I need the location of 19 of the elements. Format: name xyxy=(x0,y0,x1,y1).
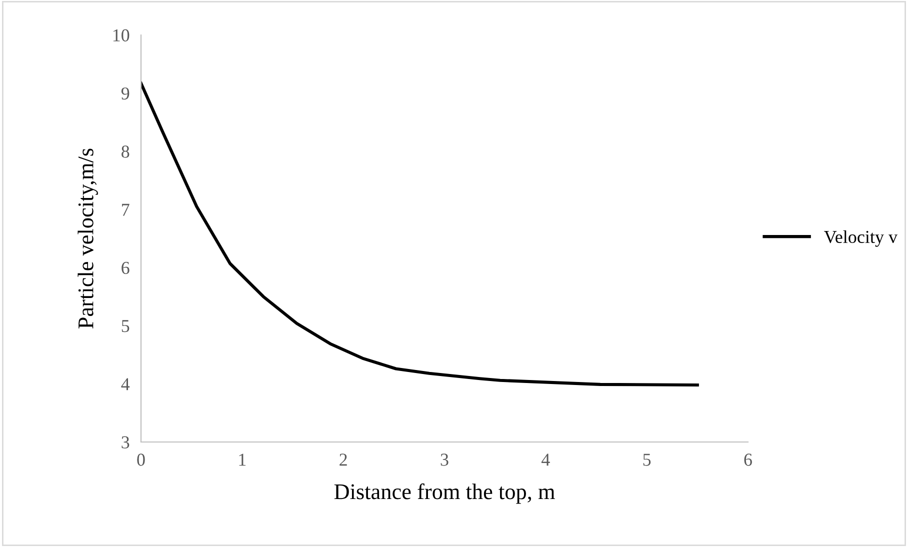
x-tick-label: 5 xyxy=(643,454,651,466)
x-tick-label: 4 xyxy=(542,454,550,466)
y-tick-label: 7 xyxy=(122,204,130,216)
y-tick-label: 9 xyxy=(121,87,130,100)
x-tick-label: 0 xyxy=(137,454,145,466)
y-axis-title: Particle velocity,m/s xyxy=(78,148,98,328)
x-tick-label: 2 xyxy=(340,454,347,466)
x-tick-label: 6 xyxy=(744,454,752,466)
legend-label: Velocity v xyxy=(824,230,898,247)
x-axis-title: Distance from the top, m xyxy=(334,483,555,504)
x-tick-label: 3 xyxy=(440,454,448,466)
y-tick-label: 5 xyxy=(122,320,130,332)
y-tick-label: 4 xyxy=(121,378,130,390)
y-tick-label: 10 xyxy=(113,29,130,42)
y-tick-label: 6 xyxy=(122,262,130,274)
y-tick-label: 8 xyxy=(122,146,130,158)
y-tick-label: 3 xyxy=(122,436,130,448)
line-series xyxy=(141,82,699,387)
x-tick-label: 1 xyxy=(239,454,246,466)
